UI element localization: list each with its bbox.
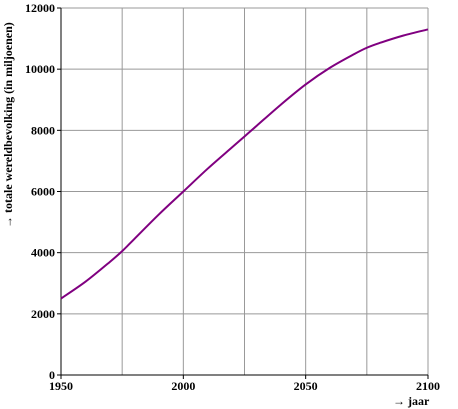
tick-labels: 0 2000 4000 6000 8000 10000 12000 1950 2000 2050 2… [25,1,440,393]
y-tick-label: 2000 [31,307,55,321]
x-tick-label: 2000 [171,379,195,393]
axes [57,7,429,379]
y-axis-label: → totale wereldbevolking (in miljoenen) [1,22,15,228]
y-tick-label: 6000 [31,185,55,199]
x-tick-label: 2050 [294,379,318,393]
x-axis-label: → jaar [393,394,430,408]
y-tick-label: 12000 [25,1,55,15]
y-tick-label: 4000 [31,246,55,260]
population-line [60,28,429,300]
x-tick-label: 2100 [416,379,440,393]
y-tick-label: 10000 [25,62,55,76]
y-tick-label: 8000 [31,123,55,137]
x-tick-label: 1950 [49,379,73,393]
series-group [60,28,429,300]
y-tick-label: 0 [49,368,55,382]
grid [60,7,429,376]
